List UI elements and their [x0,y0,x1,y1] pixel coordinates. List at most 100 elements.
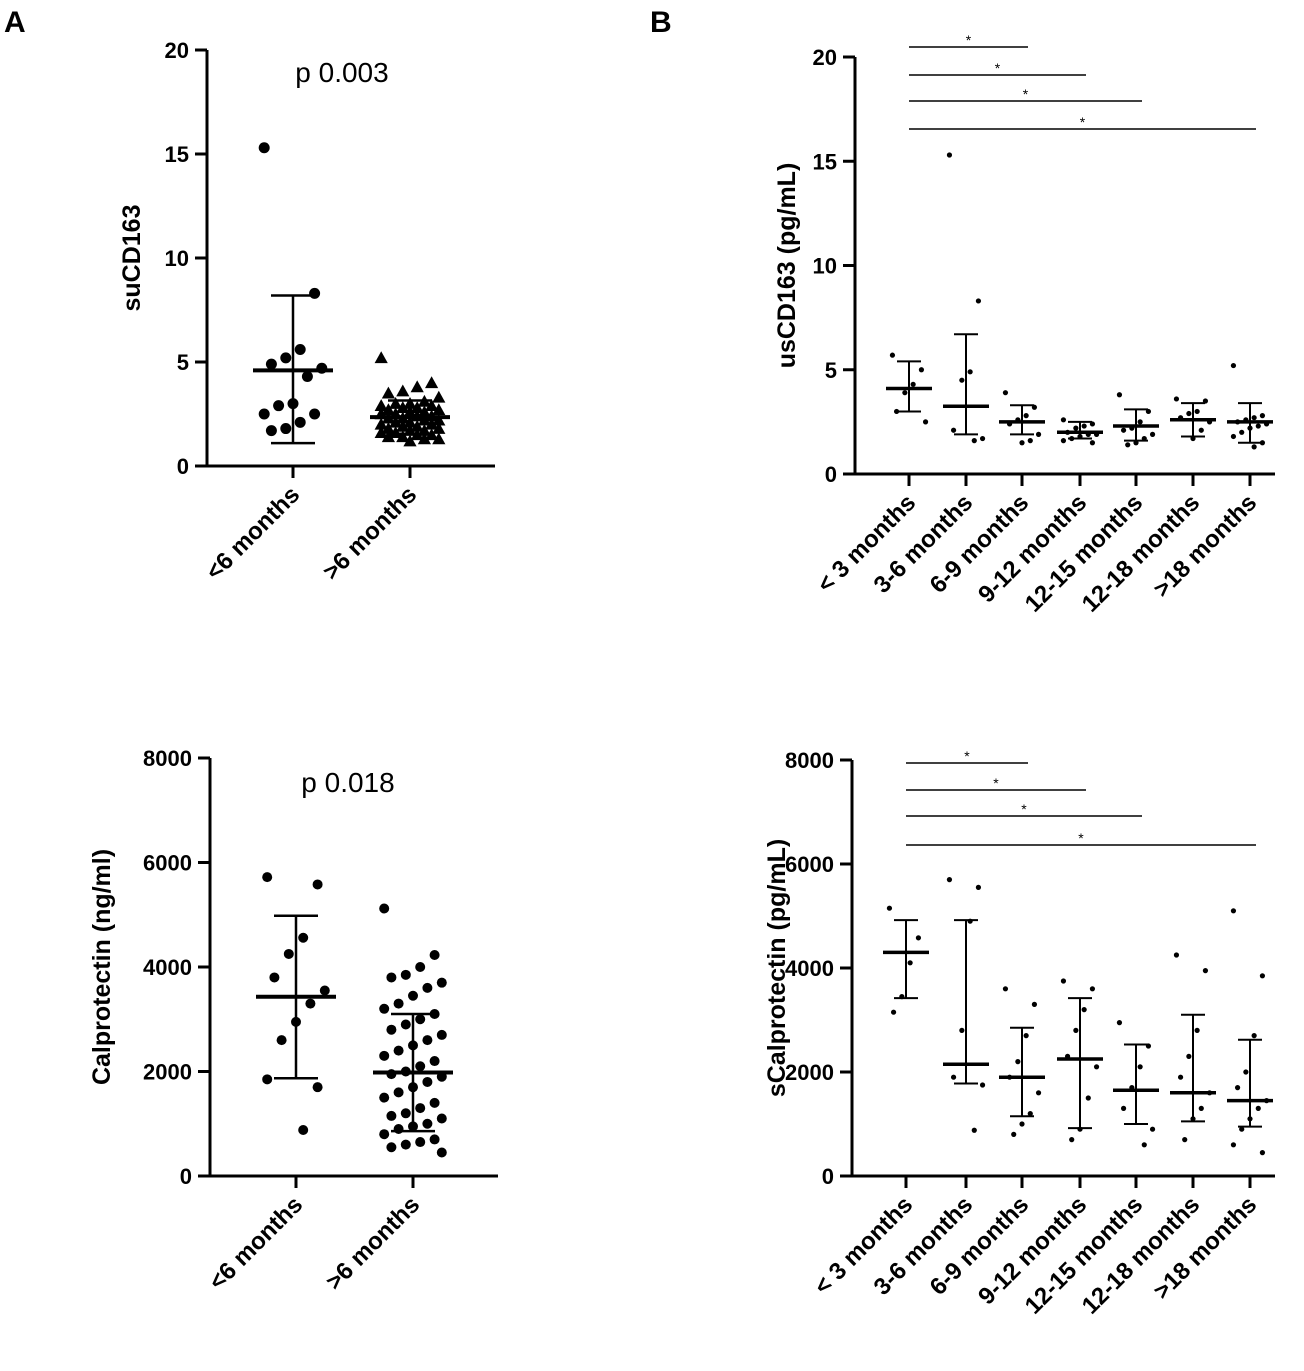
group-3-6-months [943,152,989,444]
data-point [379,1129,390,1140]
data-point [1120,427,1127,433]
data-point [379,903,390,914]
data-point [1173,396,1180,402]
group--6-months [373,903,453,1158]
y-tick-label: 6000 [785,852,834,877]
data-point [276,1035,287,1046]
data-point [1093,1064,1100,1070]
y-tick-label: 10 [813,254,837,279]
data-point [262,872,273,883]
group--18-months [1227,362,1273,450]
data-point [1177,1074,1184,1080]
data-point [1002,986,1009,992]
data-point [436,1113,447,1124]
data-point [265,425,277,437]
data-point [429,1097,440,1108]
group-12-18-months [1170,396,1216,442]
data-point [979,1082,986,1088]
y-tick-label: 0 [180,1164,192,1189]
data-point [971,438,977,444]
data-point [393,1045,404,1056]
data-point-triangle [381,430,395,443]
data-point [950,427,957,433]
data-point [1251,415,1257,421]
data-point [1089,986,1096,992]
data-point [415,962,426,972]
data-point-triangle [374,399,388,411]
data-point [971,1127,977,1133]
data-point [907,960,913,966]
x-tick-label: <6 months [201,481,305,585]
y-tick-label: 2000 [785,1060,834,1085]
significance-label: * [1080,114,1086,130]
data-point [386,972,397,983]
y-axis-label: suCD163 [118,205,146,312]
data-point [1002,390,1009,396]
data-point [1198,1105,1204,1111]
y-tick-label: 15 [813,149,837,174]
data-point [1259,1150,1266,1156]
data-point [305,998,316,1009]
data-point [1060,438,1067,444]
y-tick-label: 15 [165,142,189,167]
significance-label: * [995,60,1001,76]
data-point [1149,1126,1156,1132]
y-tick-label: 8000 [143,746,192,771]
data-point-triangle [417,432,431,445]
data-point [1202,968,1209,974]
data-point [269,972,280,983]
data-point [1035,1090,1042,1096]
group-9-12-months [1057,417,1103,446]
x-tick-label: >6 months [318,481,422,585]
data-point [379,1092,390,1103]
data-point [1019,1121,1025,1127]
data-point [1031,1001,1038,1008]
data-point [1230,433,1237,440]
y-tick-label: 4000 [143,955,192,980]
data-point [262,1074,273,1085]
data-point [1116,1020,1123,1026]
data-point [1259,440,1266,446]
y-tick-label: 4000 [785,956,834,981]
data-point-triangle [410,419,424,432]
data-point-triangle [389,426,403,438]
data-point-triangle [381,421,395,434]
data-point [400,969,411,980]
data-point [1186,1053,1192,1059]
data-point [393,998,404,1009]
data-point [893,408,900,415]
data-point [1015,1059,1021,1065]
data-point [408,990,418,1001]
data-point-triangle [396,430,410,443]
data-point-triangle [410,401,424,414]
data-point-triangle [396,419,410,432]
group--18-months [1227,908,1273,1156]
y-tick-label: 0 [822,1164,834,1189]
p-value-annotation: p 0.003 [295,57,388,88]
data-point [379,1050,390,1061]
data-point [298,1125,309,1136]
data-point [1251,1033,1257,1039]
y-tick-label: 0 [825,462,837,487]
data-point [1060,417,1067,423]
data-point [946,877,953,883]
data-point [967,369,973,375]
data-point [889,352,896,358]
data-point [1027,438,1033,444]
data-point [1182,1137,1188,1143]
y-tick-label: 2000 [143,1060,192,1085]
data-point [1230,1142,1237,1148]
data-point [386,1024,397,1035]
data-point [1023,413,1029,419]
data-point [959,377,965,383]
data-point [890,1009,897,1015]
data-point [1035,431,1042,437]
data-point [301,371,313,383]
data-point [386,1142,397,1153]
data-point-triangle [389,397,403,409]
group-12-15-months [1113,1020,1159,1148]
data-point [910,381,916,387]
data-point [1027,1111,1033,1117]
